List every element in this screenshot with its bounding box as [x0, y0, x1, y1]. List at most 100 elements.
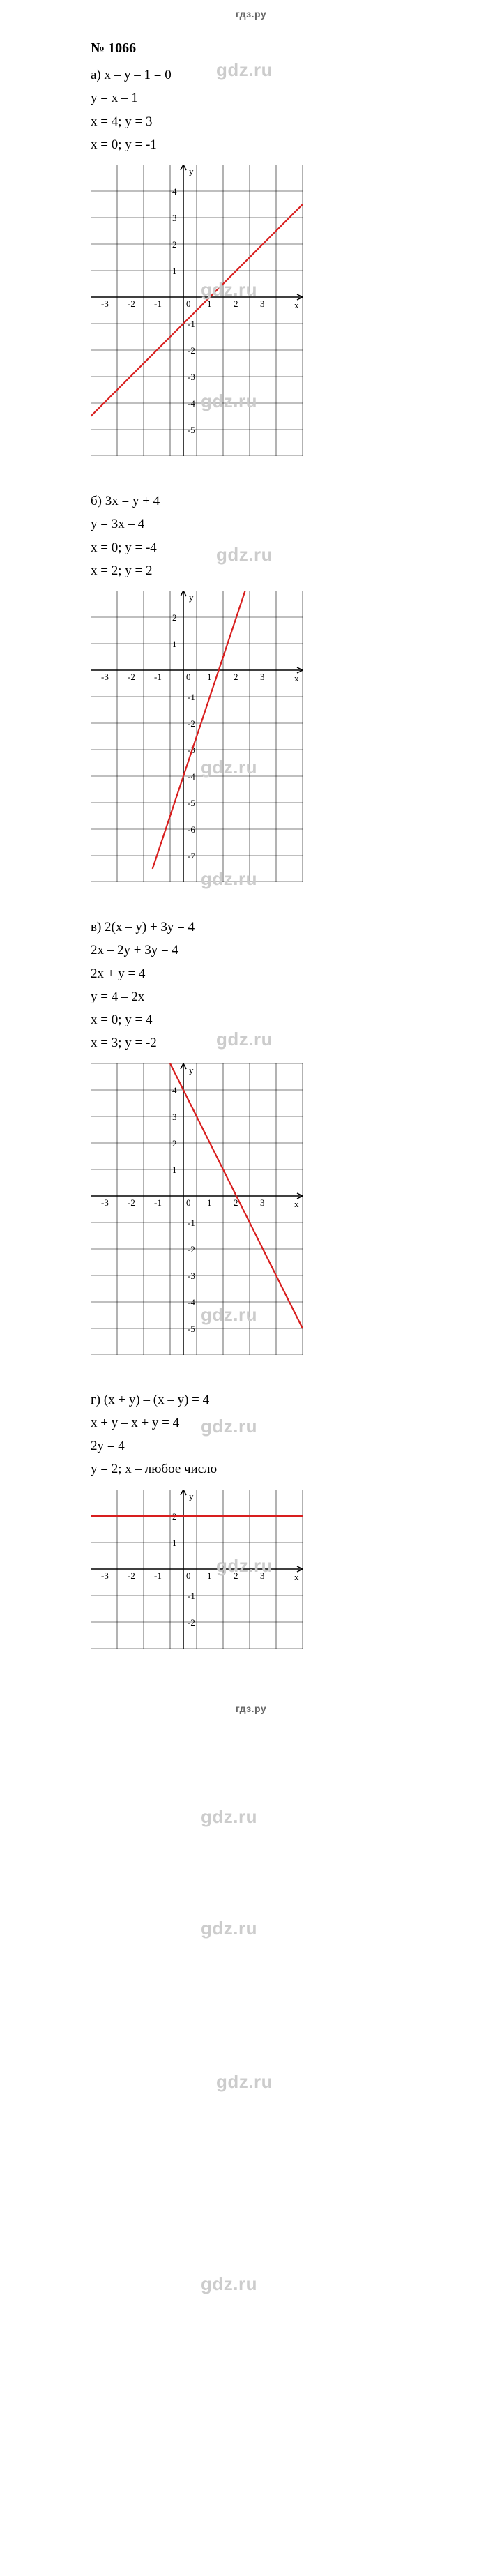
- y-tick-label: -5: [188, 1324, 195, 1334]
- x-tick-label: -3: [101, 672, 109, 682]
- x-tick-label: -3: [101, 298, 109, 309]
- plot-line: [153, 591, 245, 869]
- header-text: гдз.ру: [236, 8, 266, 20]
- y-tick-label: 1: [172, 639, 177, 649]
- equation-block: а) x – y – 1 = 0y = x – 1x = 4; y = 3x =…: [91, 63, 411, 156]
- parts-container: а) x – y – 1 = 0y = x – 1x = 4; y = 3x =…: [91, 63, 411, 1649]
- equation-line: x = 0; y = 4: [91, 1008, 411, 1031]
- y-tick-label: -2: [188, 718, 195, 729]
- watermark: gdz.ru: [201, 1918, 257, 1939]
- y-tick-label: -2: [188, 1617, 195, 1628]
- y-tick-label: -1: [188, 1591, 195, 1601]
- x-tick-label: -3: [101, 1197, 109, 1208]
- y-tick-label: 1: [172, 1538, 177, 1548]
- equation-line: y = x – 1: [91, 86, 411, 109]
- equation-block: б) 3x = y + 4y = 3x – 4x = 0; y = -4x = …: [91, 490, 411, 582]
- y-tick-label: -1: [188, 692, 195, 702]
- equation-line: 2x – 2y + 3y = 4: [91, 939, 411, 962]
- problem-part: а) x – y – 1 = 0y = x – 1x = 4; y = 3x =…: [91, 63, 411, 456]
- equation-line: а) x – y – 1 = 0: [91, 63, 411, 86]
- equation-line: г) (x + y) – (x – y) = 4: [91, 1388, 411, 1411]
- x-tick-label: 1: [207, 1570, 212, 1581]
- y-tick-label: 3: [172, 1112, 177, 1122]
- y-tick-label: -7: [188, 851, 195, 861]
- x-axis-label: x: [294, 1572, 299, 1582]
- y-tick-label: 2: [172, 239, 177, 250]
- tick-zero: 0: [186, 672, 191, 682]
- y-tick-label: -5: [188, 798, 195, 808]
- y-axis-label: y: [189, 166, 194, 176]
- x-tick-label: -1: [154, 1570, 162, 1581]
- chart-svg: 0-3-2-1123-5-4-3-2-11234xy: [91, 1063, 303, 1355]
- x-tick-label: 3: [260, 672, 265, 682]
- equation-line: x = 4; y = 3: [91, 110, 411, 133]
- x-tick-label: 1: [207, 672, 212, 682]
- x-tick-label: -1: [154, 672, 162, 682]
- footer-text: гдз.ру: [236, 1703, 266, 1714]
- site-header: гдз.ру: [0, 0, 502, 40]
- y-tick-label: -3: [188, 1271, 195, 1281]
- equation-block: в) 2(x – y) + 3y = 42x – 2y + 3y = 42x +…: [91, 916, 411, 1055]
- equation-line: 2x + y = 4: [91, 962, 411, 985]
- chart-wrap: 0-3-2-1123-5-4-3-2-11234xy: [91, 165, 411, 456]
- chart-svg: 0-3-2-1123-5-4-3-2-11234xy: [91, 165, 303, 456]
- x-tick-label: -1: [154, 298, 162, 309]
- chart-wrap: 0-3-2-1123-7-6-5-4-3-2-112xy: [91, 591, 411, 882]
- problem-part: б) 3x = y + 4y = 3x – 4x = 0; y = -4x = …: [91, 490, 411, 882]
- y-tick-label: 1: [172, 1165, 177, 1175]
- y-tick-label: -3: [188, 372, 195, 382]
- chart-wrap: 0-3-2-1123-2-112xy: [91, 1490, 411, 1649]
- x-tick-label: 3: [260, 1197, 265, 1208]
- y-tick-label: -4: [188, 398, 195, 409]
- chart-svg: 0-3-2-1123-2-112xy: [91, 1490, 303, 1649]
- y-tick-label: -1: [188, 1218, 195, 1228]
- equation-line: x = 3; y = -2: [91, 1031, 411, 1054]
- watermark: gdz.ru: [201, 1806, 257, 1828]
- problem-number: № 1066: [91, 40, 411, 56]
- tick-zero: 0: [186, 1570, 191, 1581]
- y-tick-label: -1: [188, 319, 195, 329]
- equation-line: б) 3x = y + 4: [91, 490, 411, 513]
- x-tick-label: 1: [207, 1197, 212, 1208]
- equation-line: y = 3x – 4: [91, 513, 411, 536]
- y-tick-label: -6: [188, 824, 195, 835]
- x-axis-label: x: [294, 300, 299, 310]
- y-tick-label: 2: [172, 1138, 177, 1149]
- equation-line: y = 2; x – любое число: [91, 1457, 411, 1480]
- equation-line: x + y – x + y = 4: [91, 1411, 411, 1434]
- y-tick-label: -4: [188, 771, 195, 782]
- y-axis-label: y: [189, 592, 194, 603]
- x-axis-label: x: [294, 673, 299, 683]
- x-tick-label: -3: [101, 1570, 109, 1581]
- x-tick-label: -2: [128, 298, 135, 309]
- equation-line: x = 2; y = 2: [91, 559, 411, 582]
- equation-line: y = 4 – 2x: [91, 985, 411, 1008]
- x-tick-label: 2: [234, 298, 238, 309]
- equation-line: x = 0; y = -1: [91, 133, 411, 156]
- problem-part: в) 2(x – y) + 3y = 42x – 2y + 3y = 42x +…: [91, 916, 411, 1355]
- y-tick-label: 2: [172, 612, 177, 623]
- y-tick-label: 4: [172, 1085, 177, 1096]
- x-tick-label: -2: [128, 672, 135, 682]
- equation-line: x = 0; y = -4: [91, 536, 411, 559]
- equation-line: в) 2(x – y) + 3y = 4: [91, 916, 411, 939]
- chart-wrap: 0-3-2-1123-5-4-3-2-11234xy: [91, 1063, 411, 1355]
- watermark: gdz.ru: [201, 2273, 257, 2295]
- x-tick-label: -2: [128, 1197, 135, 1208]
- watermark: gdz.ru: [216, 2071, 273, 2093]
- x-tick-label: 2: [234, 672, 238, 682]
- y-axis-label: y: [189, 1491, 194, 1501]
- x-tick-label: 2: [234, 1570, 238, 1581]
- x-tick-label: -1: [154, 1197, 162, 1208]
- equation-line: 2y = 4: [91, 1434, 411, 1457]
- y-axis-label: y: [189, 1065, 194, 1075]
- y-tick-label: -2: [188, 1244, 195, 1255]
- tick-zero: 0: [186, 298, 191, 309]
- tick-zero: 0: [186, 1197, 191, 1208]
- site-footer: гдз.ру: [0, 1682, 502, 1722]
- y-tick-label: 3: [172, 213, 177, 223]
- y-tick-label: 1: [172, 266, 177, 276]
- y-tick-label: 4: [172, 186, 177, 197]
- x-tick-label: -2: [128, 1570, 135, 1581]
- y-tick-label: -2: [188, 345, 195, 356]
